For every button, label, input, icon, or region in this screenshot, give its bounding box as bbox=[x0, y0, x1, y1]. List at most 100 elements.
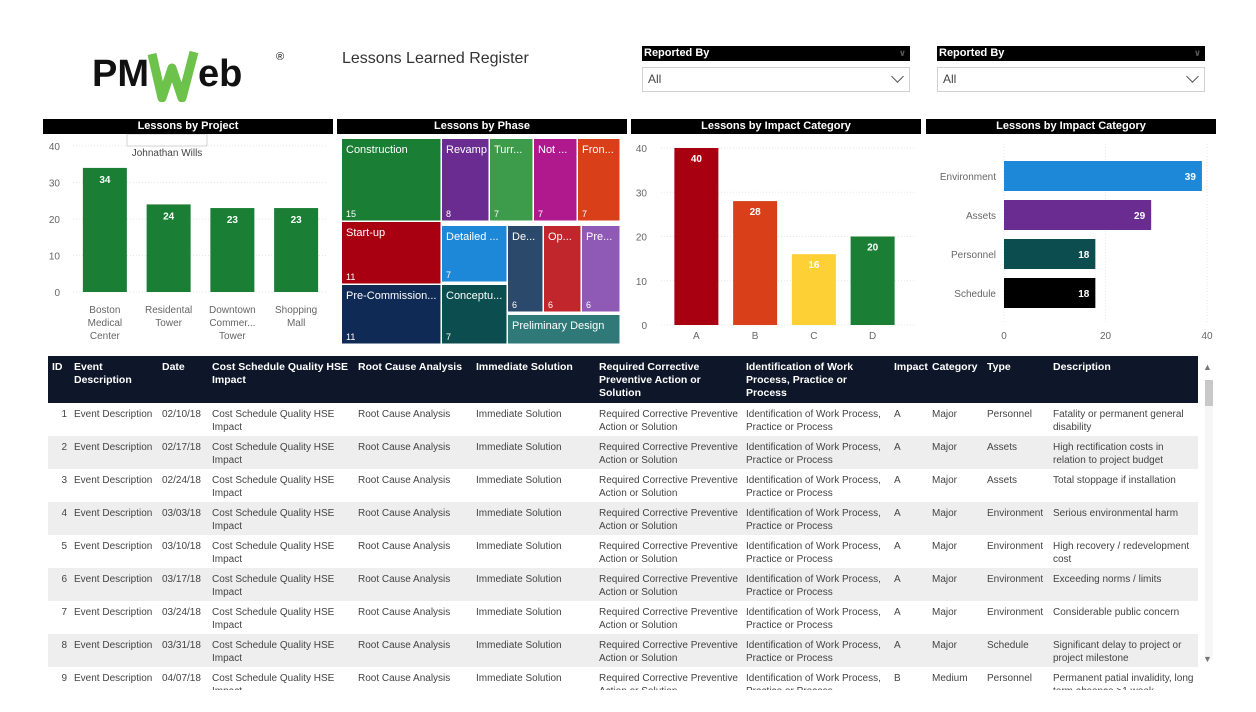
project-bar[interactable] bbox=[274, 208, 319, 292]
scroll-down-icon[interactable]: ▼ bbox=[1203, 654, 1212, 664]
table-row[interactable]: 9 Event Description 04/07/18 Cost Schedule … bbox=[48, 667, 1198, 690]
impact-hbar[interactable] bbox=[1004, 161, 1202, 191]
column-header[interactable]: Description bbox=[1049, 356, 1198, 403]
treemap-label: Op... bbox=[548, 231, 572, 243]
table-row[interactable]: 7 Event Description 03/24/18 Cost Schedule … bbox=[48, 601, 1198, 634]
bar-value-label: 24 bbox=[163, 211, 175, 222]
project-bar[interactable] bbox=[146, 204, 191, 292]
page-title: Lessons Learned Register bbox=[342, 50, 529, 67]
table-cell: 7 bbox=[61, 607, 67, 618]
column-header[interactable]: Immediate Solution bbox=[472, 356, 595, 403]
column-header[interactable]: ID bbox=[48, 356, 70, 403]
table-row[interactable]: 1 Event Description 02/10/18 Cost Schedule … bbox=[48, 403, 1198, 436]
project-bar[interactable] bbox=[82, 167, 127, 292]
treemap-tile[interactable] bbox=[442, 285, 507, 344]
table-cell: 9 bbox=[61, 673, 67, 684]
project-bar[interactable] bbox=[210, 208, 255, 292]
table-cell: Immediate Solution bbox=[476, 673, 562, 684]
treemap-label: Construction bbox=[346, 144, 408, 156]
table-cell: Event Description bbox=[70, 502, 158, 535]
column-header[interactable]: Cost Schedule Quality HSE Impact bbox=[208, 356, 354, 403]
treemap-tile[interactable] bbox=[534, 139, 577, 221]
table-cell: Required Corrective Preventive Action or… bbox=[599, 475, 738, 499]
column-header[interactable]: Impact bbox=[890, 356, 928, 403]
column-header[interactable]: Event Description bbox=[70, 356, 158, 403]
treemap-tile[interactable] bbox=[578, 139, 620, 221]
table-row[interactable]: 2 Event Description 02/17/18 Cost Schedule … bbox=[48, 436, 1198, 469]
impact-column-bar[interactable] bbox=[733, 201, 778, 325]
column-header[interactable]: Required Corrective Preventive Action or… bbox=[595, 356, 742, 403]
lessons-by-phase-panel: Lessons by Phase Construction 15 Revamp 8 Tu… bbox=[337, 119, 627, 345]
treemap-value: 15 bbox=[346, 209, 356, 219]
table-scrollbar[interactable]: ▲ ▼ bbox=[1202, 356, 1214, 668]
bar-value-label: 18 bbox=[1078, 289, 1090, 300]
logo-w-mark bbox=[147, 50, 199, 102]
table-cell: Considerable public concern bbox=[1053, 607, 1180, 618]
table-cell: Root Cause Analysis bbox=[358, 607, 451, 618]
table-cell: Root Cause Analysis bbox=[358, 475, 451, 486]
bar-value-label: 16 bbox=[808, 260, 820, 271]
table-cell: 2 bbox=[48, 436, 70, 469]
impact-column-bar[interactable] bbox=[674, 148, 719, 325]
impact-column-bar[interactable] bbox=[850, 236, 895, 326]
treemap-tile[interactable] bbox=[442, 139, 489, 221]
table-cell: Total stoppage if installation bbox=[1053, 475, 1176, 486]
x-tick-label: C bbox=[810, 331, 817, 342]
treemap-tile[interactable] bbox=[342, 222, 441, 284]
table-row[interactable]: 5 Event Description 03/10/18 Cost Schedule … bbox=[48, 535, 1198, 568]
table-cell: 03/17/18 bbox=[158, 568, 208, 601]
column-header[interactable]: Root Cause Analysis bbox=[354, 356, 472, 403]
table-row[interactable]: 6 Event Description 03/17/18 Cost Schedule … bbox=[48, 568, 1198, 601]
table-cell: Identification of Work Process, Practice… bbox=[742, 568, 890, 601]
y-category-label: Schedule bbox=[954, 289, 996, 300]
table-cell: Identification of Work Process, Practice… bbox=[746, 673, 881, 690]
panel-title: Lessons by Phase bbox=[337, 119, 627, 134]
table-cell: Assets bbox=[983, 436, 1049, 469]
table-cell: Serious environmental harm bbox=[1049, 502, 1198, 535]
chevron-down-icon[interactable] bbox=[1186, 70, 1199, 83]
scroll-up-icon[interactable]: ▲ bbox=[1203, 362, 1212, 372]
reported-by-dropdown[interactable]: All bbox=[642, 67, 910, 92]
table-cell: Immediate Solution bbox=[472, 634, 595, 667]
table-cell: Event Description bbox=[70, 634, 158, 667]
reported-by-dropdown[interactable]: All bbox=[937, 67, 1205, 92]
column-header[interactable]: Identification of Work Process, Practice… bbox=[742, 356, 890, 403]
table-cell: Identification of Work Process, Practice… bbox=[746, 607, 881, 631]
treemap-tile[interactable] bbox=[544, 226, 581, 312]
treemap-tile[interactable] bbox=[508, 226, 543, 312]
table-row[interactable]: 8 Event Description 03/31/18 Cost Schedule … bbox=[48, 634, 1198, 667]
impact-hbar[interactable] bbox=[1004, 200, 1152, 230]
table-cell: Cost Schedule Quality HSE Impact bbox=[208, 568, 354, 601]
table-cell: Cost Schedule Quality HSE Impact bbox=[208, 436, 354, 469]
scroll-thumb[interactable] bbox=[1205, 380, 1213, 406]
scroll-track[interactable] bbox=[1205, 380, 1213, 660]
table-cell: Root Cause Analysis bbox=[358, 541, 451, 552]
column-header[interactable]: Category bbox=[928, 356, 983, 403]
impact-hbar[interactable] bbox=[1004, 278, 1096, 308]
treemap-tile[interactable] bbox=[342, 139, 441, 221]
x-tick-label: 0 bbox=[1001, 331, 1007, 342]
table-cell: Required Corrective Preventive Action or… bbox=[595, 568, 742, 601]
bar-value-label: 23 bbox=[291, 215, 303, 226]
treemap-tile[interactable] bbox=[442, 226, 507, 282]
treemap-tile[interactable] bbox=[490, 139, 533, 221]
table-row[interactable]: 3 Event Description 02/24/18 Cost Schedule … bbox=[48, 469, 1198, 502]
chevron-down-icon[interactable]: ∨ bbox=[1193, 48, 1201, 58]
impact-column-bar[interactable] bbox=[791, 254, 836, 325]
panel-title: Lessons by Project bbox=[43, 119, 333, 134]
treemap-tile[interactable] bbox=[342, 285, 441, 344]
table-cell: Personnel bbox=[987, 409, 1033, 420]
chevron-down-icon[interactable]: ∨ bbox=[898, 48, 906, 58]
table-row[interactable]: 4 Event Description 03/03/18 Cost Schedule … bbox=[48, 502, 1198, 535]
table-cell: 02/24/18 bbox=[162, 475, 201, 486]
table-cell: Required Corrective Preventive Action or… bbox=[599, 607, 738, 631]
chevron-down-icon[interactable] bbox=[891, 70, 904, 83]
table-cell: 3 bbox=[61, 475, 67, 486]
treemap-tile[interactable] bbox=[582, 226, 620, 312]
column-header[interactable]: Type bbox=[983, 356, 1049, 403]
table-cell: Required Corrective Preventive Action or… bbox=[595, 634, 742, 667]
bar-value-label: 23 bbox=[227, 215, 239, 226]
treemap-tile[interactable] bbox=[508, 315, 620, 344]
column-header[interactable]: Date bbox=[158, 356, 208, 403]
impact-hbar[interactable] bbox=[1004, 239, 1096, 269]
